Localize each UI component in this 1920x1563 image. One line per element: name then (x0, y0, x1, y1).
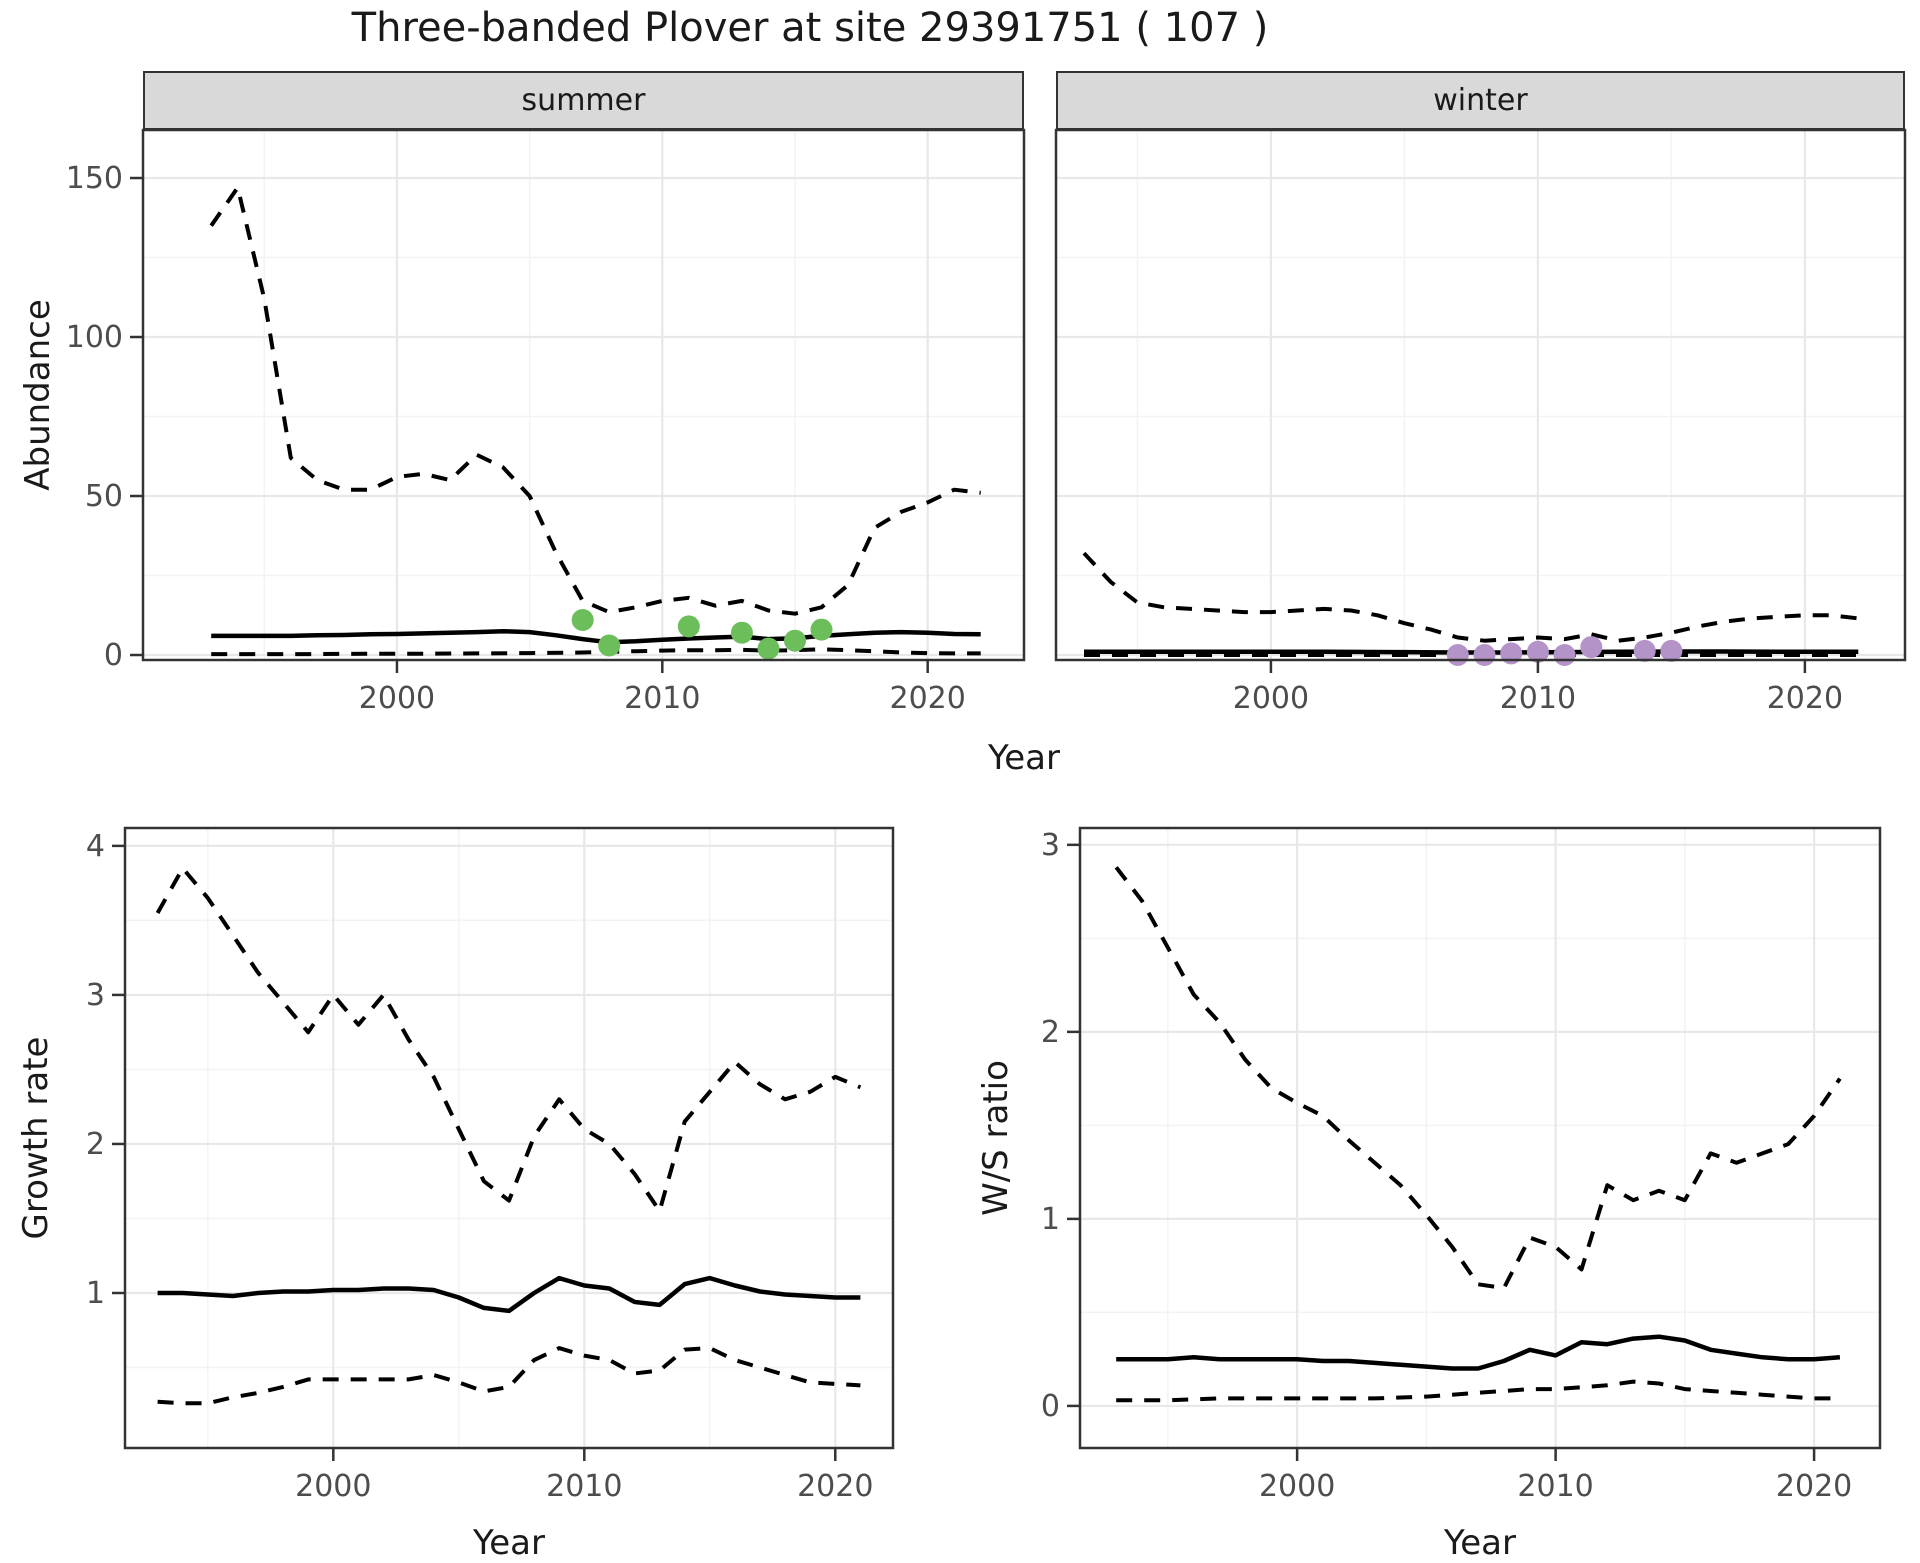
abundance-summer-median-line (211, 628, 981, 645)
winter-observations-point (1660, 639, 1683, 662)
y-axis-tick-label: 2 (86, 1127, 105, 1162)
ws-ratio-upper-ci-line (1114, 866, 1842, 1291)
y-axis-tick-label: 0 (1041, 1389, 1060, 1424)
x-axis-tick-label: 2020 (797, 1469, 873, 1504)
plot-title: Three-banded Plover at site 29391751 ( 1… (351, 5, 1269, 51)
abundance-summer-upper-ci-line (209, 185, 981, 616)
y-axis-tick-label: 4 (86, 829, 105, 864)
facet-strip-summer: summer (143, 71, 1024, 130)
winter-observations-point (1446, 644, 1469, 666)
summer-observations-point (757, 637, 780, 660)
winter-observations-point (1473, 644, 1496, 666)
y-axis-tick-label: 3 (1041, 828, 1060, 863)
y-axis-title-abundance: Abundance (18, 299, 58, 491)
x-axis-tick-label: 2020 (1767, 681, 1843, 716)
x-axis-title-top: Year (988, 738, 1060, 778)
panel-growth-rate: 2000 2010 2020 1 2 3 4 (86, 826, 895, 1504)
summer-observations-point (677, 615, 700, 638)
x-axis-tick-label: 2000 (1233, 681, 1309, 716)
x-axis-tick-label: 2010 (546, 1469, 622, 1504)
winter-observations-point (1580, 636, 1603, 659)
y-axis-title-ws-ratio: W/S ratio (976, 1060, 1016, 1216)
growth-rate-median-line (157, 1275, 861, 1314)
panel-border (123, 826, 895, 1450)
y-axis-tick-label: 50 (85, 479, 123, 514)
x-axis-tick-label: 2010 (1500, 681, 1576, 716)
y-axis-tick-label: 2 (1041, 1015, 1060, 1050)
panel-abundance-summer: 2000 2010 2020 0 50 100 150 (66, 128, 1026, 716)
winter-observations-point (1526, 640, 1549, 663)
panel-abundance-winter: 2000 2010 2020 (1054, 128, 1907, 716)
abundance-winter-upper-ci-line (1082, 551, 1859, 643)
summer-observations-point (571, 609, 594, 631)
ws-ratio-lower-ci-line (1116, 1379, 1840, 1403)
y-axis-tick-label: 1 (86, 1276, 105, 1311)
ws-ratio-median-line (1116, 1334, 1841, 1371)
panel-border (1078, 826, 1882, 1450)
abundance-summer-lower-ci-line (211, 647, 981, 657)
x-axis-tick-label: 2000 (295, 1469, 371, 1504)
summer-observations-point (810, 618, 833, 641)
facet-strip-winter-label: winter (1433, 83, 1528, 118)
y-axis-tick-label: 150 (66, 161, 123, 196)
winter-observations-point (1553, 644, 1576, 666)
summer-observations-point (784, 629, 806, 652)
panel-border (141, 128, 1026, 662)
x-axis-tick-label: 2010 (1517, 1469, 1593, 1504)
y-axis-tick-label: 1 (1041, 1202, 1060, 1237)
x-axis-tick-label: 2000 (1259, 1469, 1335, 1504)
y-axis-tick-label: 0 (104, 638, 123, 673)
abundance-winter-median-line (1084, 649, 1859, 655)
growth-rate-upper-ci-line (155, 866, 862, 1213)
x-axis-tick-label: 2010 (624, 681, 700, 716)
x-axis-tick-label: 2020 (1776, 1469, 1852, 1504)
x-axis-title-growth-rate: Year (473, 1523, 545, 1563)
y-axis-tick-label: 100 (66, 320, 123, 355)
x-axis-tick-label: 2000 (359, 681, 435, 716)
panel-ws-ratio: 2000 2010 2020 0 1 2 3 (1041, 826, 1882, 1504)
summer-observations-point (598, 634, 621, 657)
x-axis-tick-label: 2020 (889, 681, 965, 716)
y-axis-tick-label: 3 (86, 978, 105, 1013)
panel-border (1054, 128, 1907, 662)
facet-strip-summer-label: summer (521, 83, 646, 118)
growth-rate-lower-ci-line (157, 1346, 861, 1406)
y-axis-title-growth-rate: Growth rate (16, 1036, 56, 1240)
winter-observations-point (1633, 639, 1656, 662)
summer-observations-point (730, 621, 753, 644)
facet-strip-winter: winter (1056, 71, 1905, 130)
x-axis-title-ws-ratio: Year (1444, 1523, 1516, 1563)
